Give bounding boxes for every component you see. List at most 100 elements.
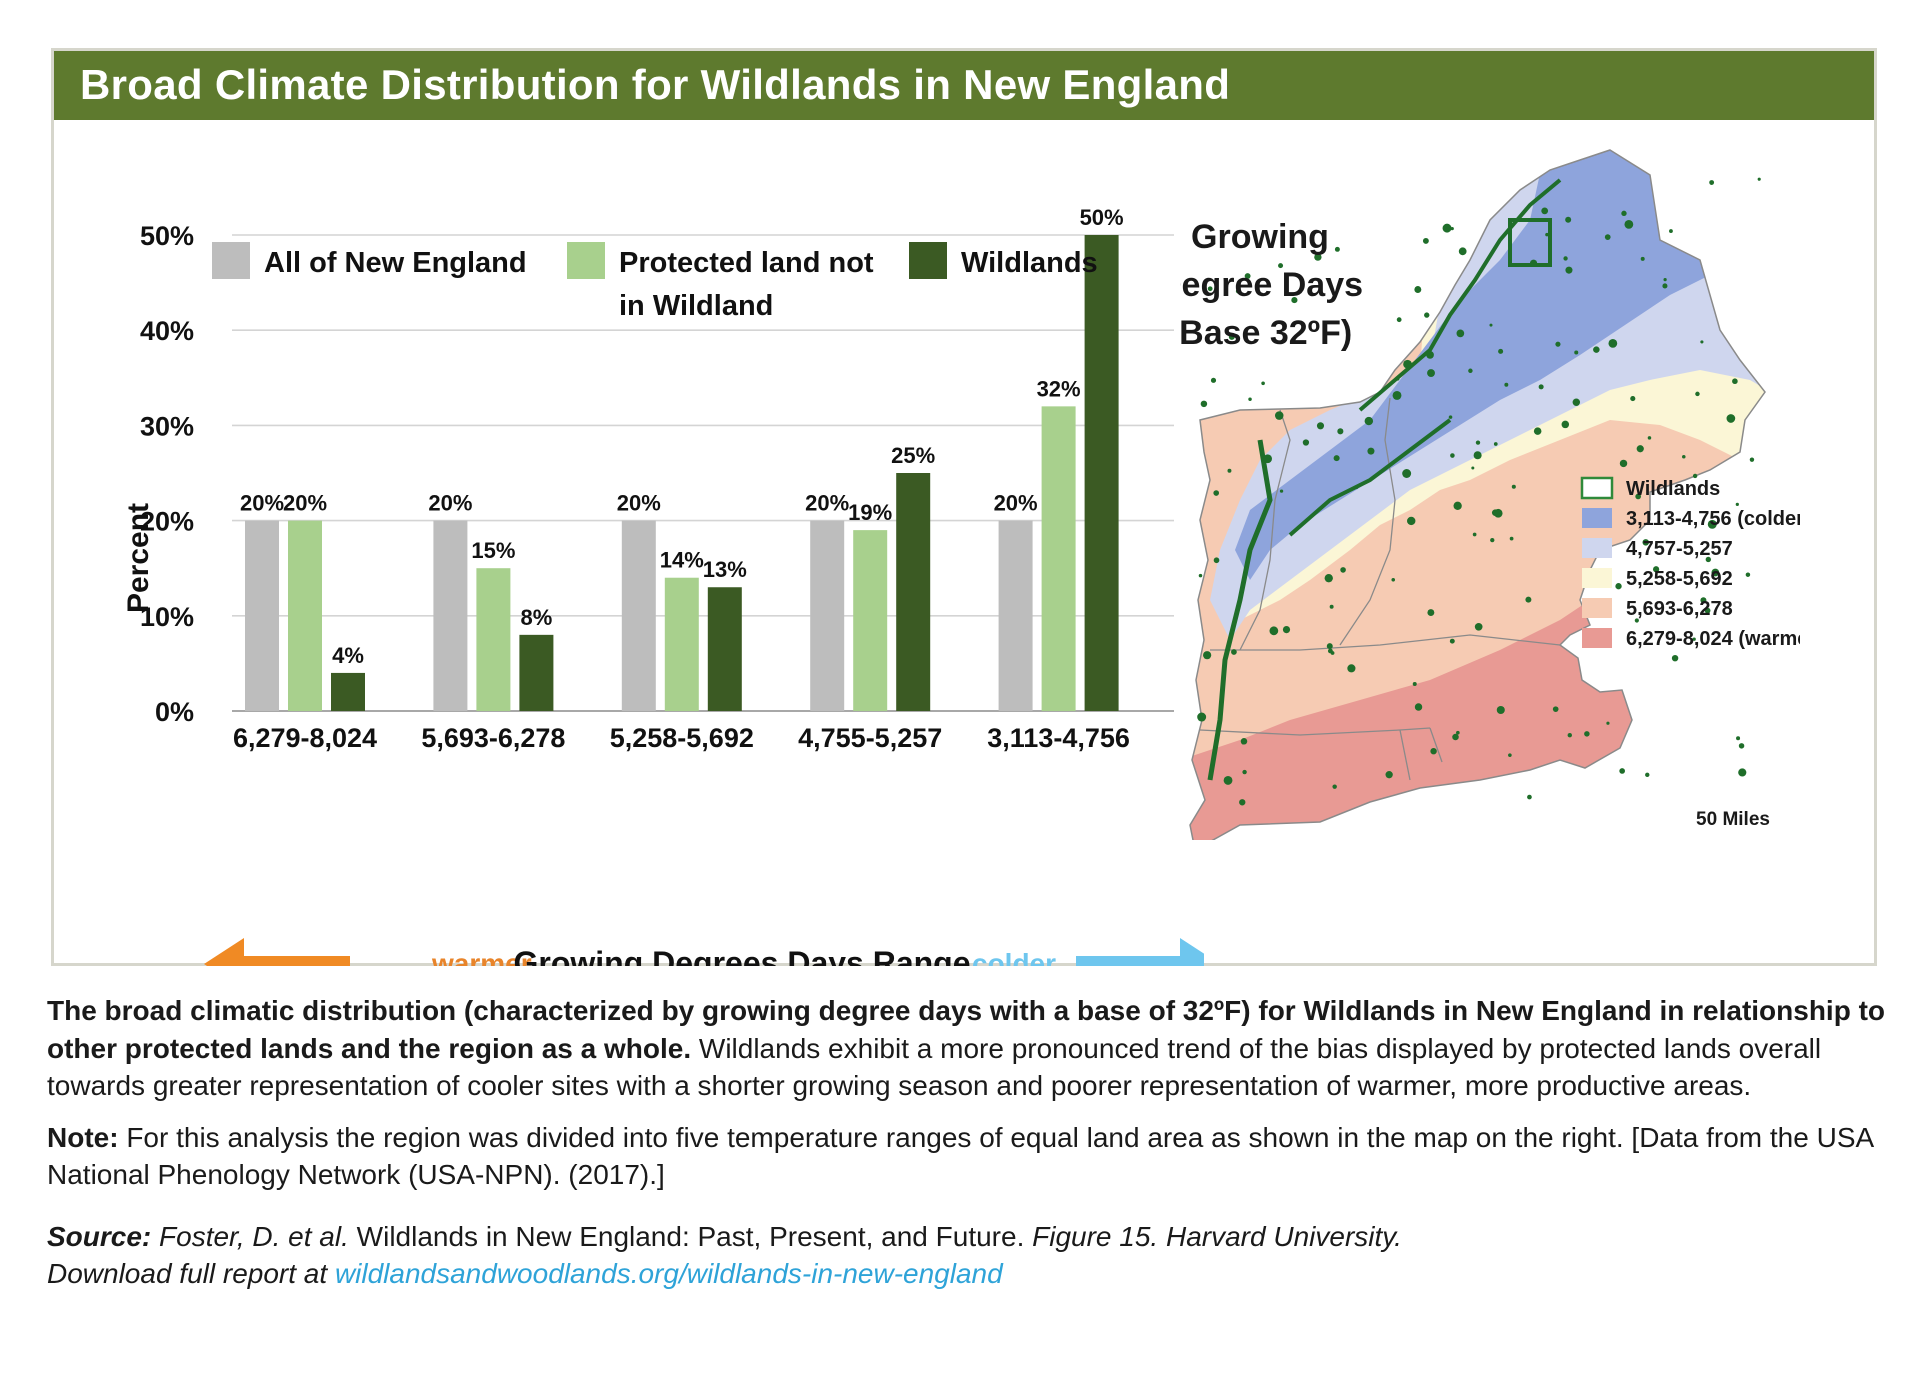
wildland-patch	[1565, 216, 1572, 223]
wildland-patch	[1545, 232, 1549, 237]
wildland-patch	[1263, 454, 1272, 464]
data-label: 8%	[521, 605, 553, 630]
wildland-patch	[1471, 466, 1475, 470]
data-label: 20%	[428, 491, 472, 516]
bar	[331, 672, 365, 711]
wildland-patch	[1738, 768, 1747, 777]
wildland-patch	[1636, 445, 1644, 453]
wildland-patch	[1340, 567, 1346, 573]
wildland-patch	[1700, 340, 1704, 344]
wildland-patch	[1235, 288, 1241, 294]
wildland-patch	[1442, 223, 1452, 233]
wildland-patch	[1640, 256, 1645, 261]
wildland-patch	[1533, 427, 1542, 435]
data-label: 19%	[848, 500, 892, 525]
wildland-patch	[1427, 369, 1435, 378]
wildland-patch	[1412, 681, 1417, 687]
wildland-patch	[1213, 557, 1220, 564]
wildland-patch	[1584, 731, 1590, 737]
wildland-patch	[1282, 626, 1291, 634]
wildland-patch	[1498, 348, 1504, 354]
wildland-patch	[1565, 266, 1573, 274]
wildland-patch	[1327, 648, 1333, 654]
y-tick-label: 30%	[140, 411, 194, 441]
wildland-patch	[1198, 573, 1203, 578]
caption-lead: The broad climatic distribution (charact…	[47, 995, 1886, 1064]
wildland-patch	[1642, 539, 1650, 546]
bar	[1084, 235, 1119, 711]
data-label: 20%	[805, 491, 849, 516]
map-legend-swatch	[1582, 508, 1612, 528]
figure-title: Broad Climate Distribution for Wildlands…	[80, 61, 1231, 108]
wildland-patch	[1705, 556, 1711, 563]
wildland-patch	[1448, 415, 1453, 419]
report-link[interactable]: wildlandsandwoodlands.org/wildlands-in-n…	[334, 1258, 1003, 1289]
wildland-patch	[1223, 776, 1233, 785]
wildland-patch	[1732, 378, 1738, 385]
y-axis-label: Percent	[122, 503, 155, 613]
wildland-patch	[1572, 398, 1581, 406]
wildland-patch	[1227, 468, 1232, 473]
wildland-patch	[1414, 703, 1423, 711]
wildland-patch	[1274, 411, 1284, 420]
x-tick-label: 4,755-5,257	[798, 723, 942, 753]
note-paragraph: Note: For this analysis the region was d…	[47, 1119, 1887, 1194]
wildland-patch	[1197, 712, 1207, 722]
wildland-patch	[1735, 502, 1739, 506]
wildland-patch	[1458, 247, 1467, 256]
wildland-patch	[1508, 753, 1512, 757]
wildland-patch	[1511, 484, 1516, 489]
wildland-patch	[1652, 566, 1660, 573]
wildland-patch	[1392, 391, 1402, 400]
data-label: 20%	[994, 491, 1038, 516]
x-tick-label: 6,279-8,024	[233, 723, 377, 753]
wildland-patch	[1261, 381, 1265, 386]
wildland-patch	[1385, 771, 1393, 779]
wildland-patch	[1738, 743, 1745, 749]
wildland-patch	[1316, 422, 1325, 430]
map-zones	[1190, 150, 1765, 840]
wildland-patch	[1364, 416, 1374, 426]
wildland-patch	[1635, 493, 1641, 500]
wildland-patch	[1736, 736, 1741, 741]
map-legend-label: 4,757-5,257	[1626, 538, 1733, 560]
wildland-patch	[1278, 263, 1284, 269]
wildland-patch	[1403, 359, 1412, 369]
wildland-patch	[1473, 451, 1482, 460]
bar	[707, 587, 742, 711]
bar	[476, 568, 511, 711]
wildland-patch	[1426, 351, 1434, 359]
wildland-patch	[1647, 436, 1652, 440]
x-tick-label: 3,113-4,756	[987, 723, 1130, 753]
wildland-patch	[1634, 618, 1639, 623]
map-legend-label: 3,113-4,756 (colder)	[1626, 508, 1800, 530]
wildland-patch	[1606, 721, 1610, 725]
wildland-patch	[1663, 278, 1667, 282]
map-legend-label: 6,279-8,024 (warmer)	[1626, 628, 1800, 650]
note-text: For this analysis the region was divided…	[47, 1121, 1873, 1191]
wildland-patch	[1291, 296, 1298, 304]
wildland-patch	[1619, 459, 1628, 468]
wildland-patch	[1244, 273, 1251, 279]
legend-swatch	[909, 242, 947, 279]
bars	[245, 235, 1119, 711]
y-tick-label: 20%	[140, 507, 194, 537]
wildland-patch	[1213, 490, 1220, 496]
wildland-patch	[1493, 442, 1498, 446]
wildland-patch	[1489, 323, 1493, 327]
data-label: 14%	[660, 548, 704, 573]
colder-label: colder	[972, 948, 1056, 966]
wildland-patch	[1711, 568, 1720, 577]
wildland-patch	[1414, 286, 1422, 294]
wildland-patch	[1422, 237, 1429, 244]
wildland-patch	[1468, 368, 1473, 374]
wildland-patch	[1347, 664, 1356, 673]
y-axis-ticks: 0% 10% 20% 30% 40% 50%	[140, 221, 194, 727]
bar	[245, 520, 279, 711]
caption-paragraph: The broad climatic distribution (charact…	[47, 992, 1887, 1105]
legend-label: Protected land not	[619, 247, 874, 279]
bar	[853, 530, 888, 711]
wildland-patch	[1615, 583, 1622, 590]
wildland-patch	[1228, 333, 1235, 340]
source-authors: Foster, D. et al.	[151, 1220, 349, 1252]
